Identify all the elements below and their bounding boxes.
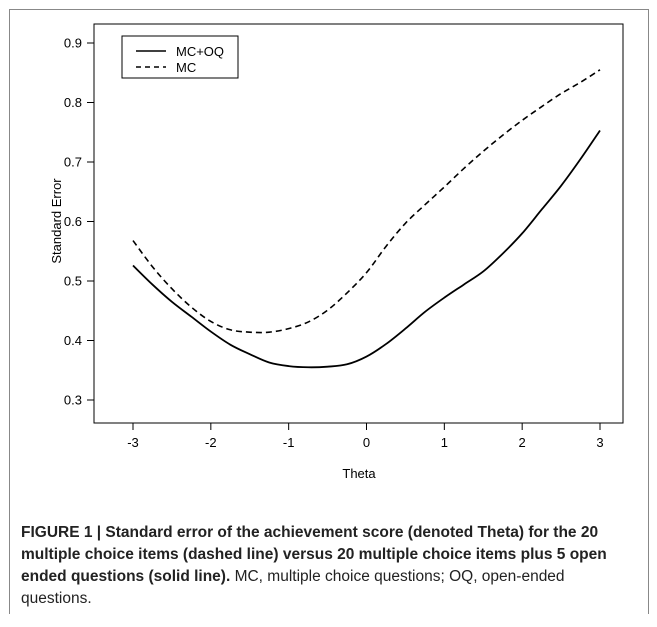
x-tick-label: 2 (519, 435, 526, 450)
legend-label-mc-oq: MC+OQ (176, 44, 224, 59)
x-tick-label: -1 (283, 435, 295, 450)
figure-frame (9, 9, 649, 614)
x-tick-label: 3 (596, 435, 603, 450)
legend: MC+OQ MC (121, 35, 239, 79)
y-tick-label: 0.5 (64, 274, 82, 289)
x-tick-label: -2 (205, 435, 217, 450)
x-tick-label: 0 (363, 435, 370, 450)
series-layer (132, 69, 601, 369)
line-chart: -3 -2 -1 0 1 2 3 0.3 0.4 0.5 0.6 0.7 0.8 0.9 Theta S… (49, 23, 624, 481)
series-line-mc (132, 69, 601, 334)
y-tick-label: 0.4 (64, 333, 82, 348)
series-line-mc-oq (132, 129, 601, 369)
y-axis-label: Standard Error (49, 178, 64, 264)
legend-box (121, 35, 239, 79)
caption-bold: FIGURE 1 | Standard error of the achieve… (21, 524, 607, 585)
legend-label-mc: MC (176, 60, 196, 75)
x-axis: -3 -2 -1 0 1 2 3 (127, 423, 604, 450)
y-tick-label: 0.8 (64, 95, 82, 110)
x-tick-label: 1 (441, 435, 448, 450)
y-tick-label: 0.7 (64, 155, 82, 170)
caption-normal: MC, multiple choice questions; OQ, open-… (21, 568, 565, 607)
y-axis: 0.3 0.4 0.5 0.6 0.7 0.8 0.9 (64, 36, 94, 408)
plot-box (93, 23, 624, 424)
y-tick-label: 0.6 (64, 214, 82, 229)
x-tick-label: -3 (127, 435, 139, 450)
y-tick-label: 0.3 (64, 393, 82, 408)
figure-caption: FIGURE 1 | Standard error of the achieve… (21, 522, 636, 610)
y-tick-label: 0.9 (64, 36, 82, 51)
x-axis-label: Theta (342, 466, 376, 481)
